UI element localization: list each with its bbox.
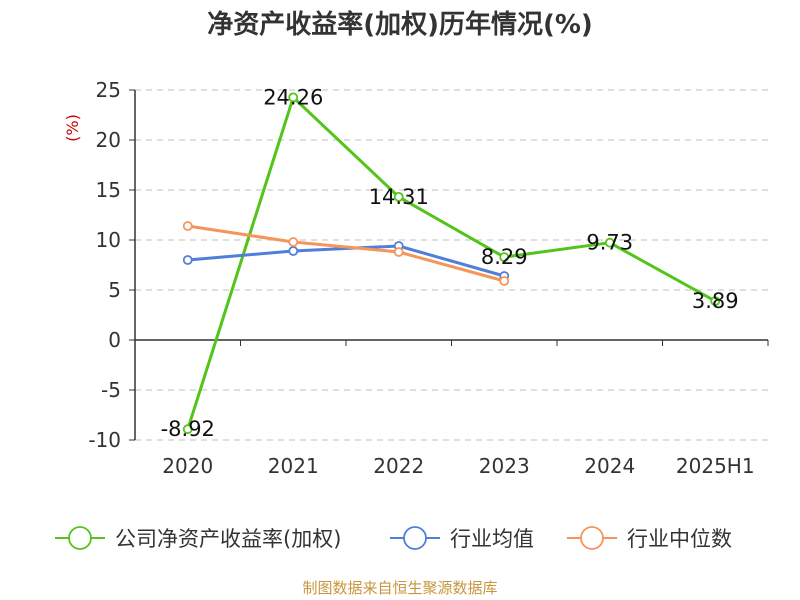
series-line (187, 224, 505, 283)
data-point (182, 221, 193, 231)
legend-item: 行业中位数 (567, 526, 732, 551)
y-tick-label: 0 (108, 328, 121, 352)
data-point (499, 276, 510, 286)
axes: -10 -5 0 5 10 15 20 25 2020 2021 2022 2023 2024 2025H… (88, 78, 769, 478)
x-tick-label: 2020 (162, 454, 213, 478)
data-labels: -8.92 24.26 14.31 8.29 9.73 3.89 (161, 85, 739, 441)
data-label: 14.31 (369, 185, 429, 209)
legend-swatch-marker (403, 526, 427, 550)
data-point (288, 246, 299, 256)
y-tick-label: 10 (96, 228, 121, 252)
y-tick-label: 20 (96, 128, 121, 152)
data-point (393, 191, 404, 202)
series (182, 92, 721, 435)
data-point (182, 255, 193, 265)
data-label: -8.92 (161, 417, 215, 441)
x-tick-label: 2021 (268, 454, 319, 478)
legend-swatch-marker (580, 526, 604, 550)
legend-label: 行业均值 (450, 527, 534, 551)
x-tick-label: 2025H1 (676, 454, 755, 478)
data-label: 24.26 (263, 85, 323, 109)
y-tick-label: -5 (101, 378, 121, 402)
legend-label: 公司净资产收益率(加权) (115, 527, 341, 551)
series-line (187, 244, 505, 278)
y-tick-label: 5 (108, 278, 121, 302)
x-tick-label: 2022 (373, 454, 424, 478)
y-tick-label: 15 (96, 178, 121, 202)
data-point (393, 247, 404, 257)
y-tick-label: 25 (96, 78, 121, 102)
series-line (186, 95, 716, 430)
legend-label: 行业中位数 (627, 527, 732, 551)
data-point (710, 296, 721, 307)
data-label: 8.29 (481, 245, 528, 269)
legend: 公司净资产收益率(加权) 行业均值 行业中位数 (55, 526, 732, 551)
data-point (288, 237, 299, 247)
data-point (499, 252, 510, 263)
y-axis-label: (%) (63, 114, 82, 142)
x-tick-label: 2023 (479, 454, 530, 478)
data-point (288, 92, 299, 103)
x-tick-label: 2024 (584, 454, 635, 478)
chart-title: 净资产收益率(加权)历年情况(%) (207, 10, 593, 40)
data-label: 3.89 (692, 289, 739, 313)
source-note: 制图数据来自恒生聚源数据库 (302, 579, 498, 597)
legend-swatch-marker (68, 526, 92, 550)
legend-item: 公司净资产收益率(加权) (55, 526, 341, 551)
legend-item: 行业均值 (390, 526, 534, 551)
y-tick-label: -10 (88, 428, 121, 452)
data-point (604, 237, 615, 248)
data-point (182, 424, 193, 435)
data-label: 9.73 (586, 231, 633, 255)
